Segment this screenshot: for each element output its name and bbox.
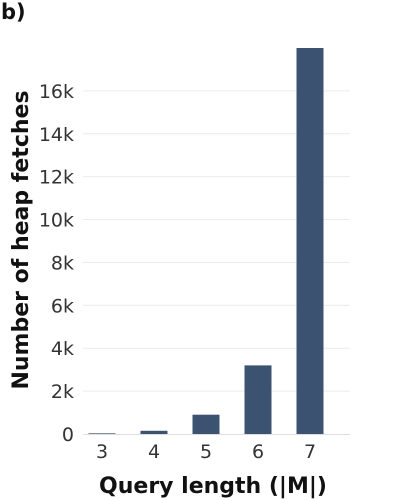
y-tick-label: 16k [39, 81, 74, 103]
x-tick-labels: 3 4 5 6 7 [96, 441, 316, 463]
bar-3 [88, 433, 116, 435]
x-tick-label: 5 [200, 441, 212, 463]
x-tick-label: 4 [148, 441, 160, 463]
bar-5 [192, 414, 220, 434]
y-tick-label: 14k [39, 124, 74, 146]
y-tick-label: 2k [51, 381, 74, 403]
x-axis-title: Query length (|M|) [99, 474, 327, 499]
bars [88, 48, 324, 435]
x-tick-label: 7 [304, 441, 316, 463]
y-tick-label: 4k [51, 338, 74, 360]
bar-7 [296, 48, 324, 434]
y-tick-label: 6k [51, 295, 74, 317]
x-tick-label: 3 [96, 441, 108, 463]
y-tick-label: 12k [39, 167, 74, 189]
panel-label: b) [1, 0, 26, 24]
y-tick-labels: 0 2k 4k 6k 8k 10k 12k 14k 16k [39, 81, 74, 446]
y-tick-label: 0 [62, 424, 74, 446]
bar-4 [140, 430, 168, 434]
y-tick-label: 8k [51, 252, 74, 274]
x-tick-label: 6 [252, 441, 264, 463]
y-axis-title: Number of heap fetches [9, 90, 34, 389]
y-tick-label: 10k [39, 210, 74, 232]
bar-6 [244, 365, 272, 434]
